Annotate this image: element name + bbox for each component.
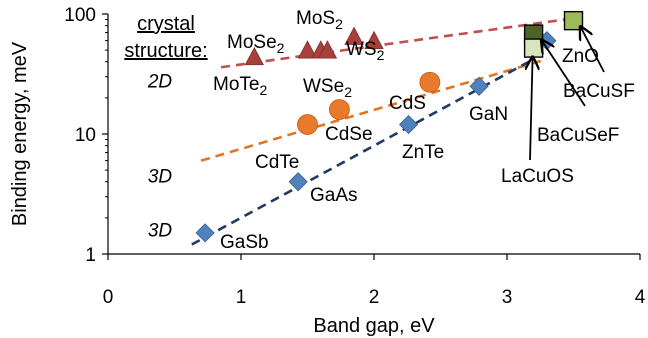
circle-marker [419, 71, 441, 93]
point-label: BaCuSF [563, 81, 635, 102]
row-label: 2D [147, 71, 173, 92]
callout-arrow [530, 57, 533, 161]
point-label: GaN [469, 104, 508, 125]
y-tick-label: 100 [64, 5, 96, 26]
x-tick-label: 3 [502, 287, 513, 308]
point-label: WSe2 [303, 76, 352, 100]
circle-marker [297, 114, 318, 135]
x-tick-label: 0 [103, 287, 114, 308]
x-tick-label: 4 [635, 287, 646, 308]
circle-marker [329, 99, 350, 120]
triangle-marker [317, 40, 338, 59]
point-label: ZnO [562, 46, 599, 67]
triangle-marker [297, 40, 318, 59]
point-label: MoS2 [296, 8, 343, 32]
legend: crystal structure: 2D 3D 3D [124, 13, 207, 242]
point-label: BaCuSeF [537, 125, 619, 146]
point-label: LaCuOS [501, 166, 574, 187]
square-marker [563, 10, 584, 31]
point-label: CdSe [325, 124, 373, 145]
legend-title: crystal [137, 13, 195, 35]
legend-title: structure: [124, 40, 207, 62]
diamond-marker [288, 172, 308, 192]
callout-arrow [542, 40, 586, 107]
point-label: GaAs [310, 185, 358, 206]
y-axis-title: Binding energy, meV [9, 41, 31, 226]
x-axis-title: Band gap, eV [313, 315, 435, 337]
point-label: MoTe2 [213, 74, 267, 98]
x-tick-label: 2 [369, 287, 380, 308]
point-label: CdTe [255, 152, 299, 173]
triangle-marker [364, 30, 384, 50]
callout-arrow [581, 27, 605, 73]
y-tick-label: 1 [85, 245, 96, 266]
triangle-marker [244, 46, 264, 66]
point-label: CdS [389, 93, 426, 114]
square-marker [523, 38, 544, 58]
diamond-marker [195, 223, 215, 243]
row-label: 3D [148, 221, 173, 242]
point-label: WS2 [346, 39, 385, 63]
point-label: ZnTe [402, 142, 444, 163]
diamond-marker [469, 76, 489, 96]
point-label: GaSb [220, 232, 269, 253]
row-label: 3D [148, 167, 173, 188]
x-tick-label: 1 [236, 287, 247, 308]
trend-line [191, 58, 535, 246]
y-tick-label: 10 [75, 125, 96, 146]
triangle-marker [344, 26, 364, 45]
data-points [195, 10, 584, 243]
diamond-marker [399, 114, 419, 135]
point-label: MoSe2 [227, 32, 285, 56]
trend-lines [191, 17, 574, 246]
trend-line [200, 57, 548, 162]
